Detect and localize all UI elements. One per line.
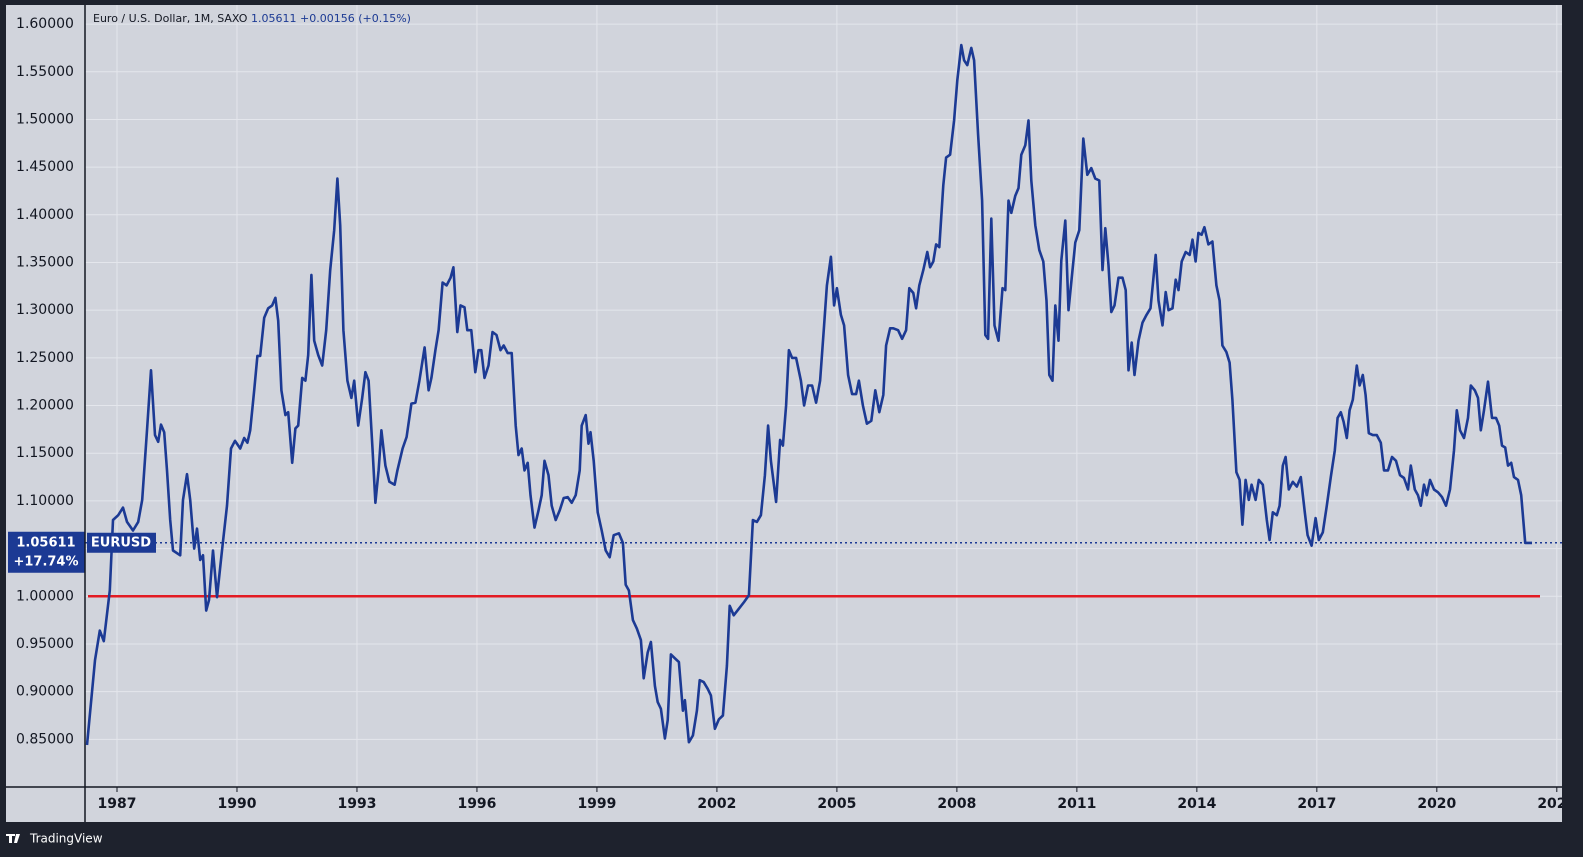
x-tick-label: 2017 [1297, 796, 1336, 812]
header-price: 1.05611 [251, 12, 297, 25]
y-tick-label: 1.30000 [16, 302, 74, 318]
y-tick-label: 0.90000 [16, 684, 74, 700]
y-tick-label: 1.60000 [16, 16, 74, 32]
x-tick-label: 2020 [1417, 796, 1456, 812]
price-label-box [8, 531, 85, 573]
x-tick-label: 1993 [337, 796, 376, 812]
x-tick-label: 1996 [457, 796, 496, 812]
y-tick-label: 1.10000 [16, 493, 74, 509]
footer-logo [6, 834, 20, 843]
header-change: +0.00156 (+0.15%) [300, 12, 411, 25]
footer-brand: TradingView [29, 832, 103, 846]
x-tick-label: 2011 [1057, 796, 1096, 812]
x-tick-label: 2002 [697, 796, 736, 812]
x-tick-label: 2014 [1177, 796, 1216, 812]
x-tick-label: 1999 [577, 796, 616, 812]
chart-background [6, 5, 1562, 822]
price-label: 1.05611 [16, 535, 75, 550]
x-tick-label: 2008 [937, 796, 976, 812]
y-tick-label: 1.45000 [16, 159, 74, 175]
y-tick-label: 1.00000 [16, 588, 74, 604]
x-tick-label: 1990 [217, 796, 256, 812]
x-tick-label: 2005 [817, 796, 856, 812]
y-tick-label: 1.15000 [16, 445, 74, 461]
y-tick-label: 1.35000 [16, 254, 74, 270]
y-tick-label: 1.40000 [16, 207, 74, 223]
chart-content: 0.850000.900000.950001.000001.050001.100… [8, 5, 1576, 812]
series-name-box [87, 532, 156, 553]
price-line [85, 43, 1532, 746]
y-tick-label: 1.50000 [16, 111, 74, 127]
change-pct-label: +17.74% [13, 554, 78, 569]
frame-right [1562, 0, 1583, 857]
y-tick-label: 0.85000 [16, 731, 74, 747]
chart-title: Euro / U.S. Dollar, 1M, SAXO [93, 12, 248, 25]
y-tick-label: 1.25000 [16, 350, 74, 366]
y-tick-label: 1.20000 [16, 398, 74, 414]
series-name: EURUSD [91, 535, 151, 550]
y-tick-label: 1.55000 [16, 64, 74, 80]
x-tick-label: 1987 [98, 796, 137, 812]
y-tick-label: 0.95000 [16, 636, 74, 652]
